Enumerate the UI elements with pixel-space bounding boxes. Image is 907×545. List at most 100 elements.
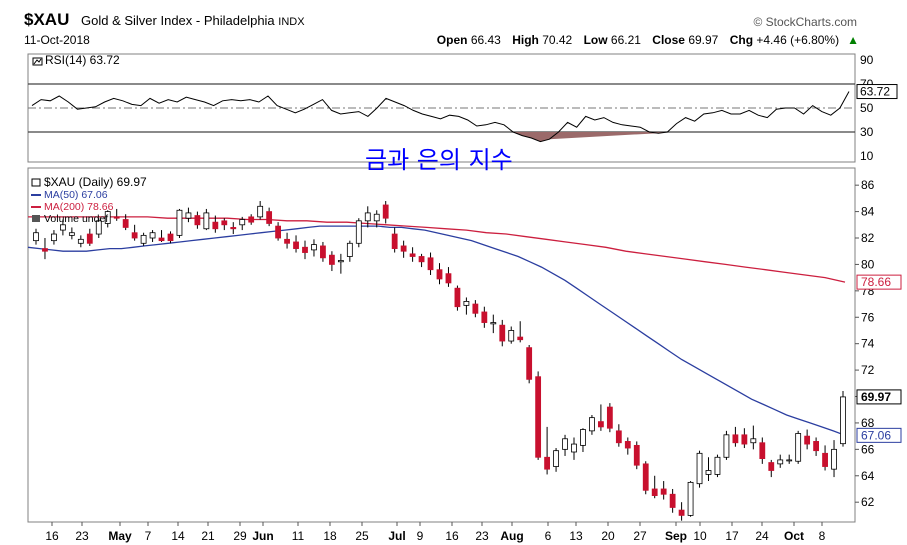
- candle-body: [481, 311, 488, 323]
- candle: [759, 437, 766, 464]
- candle-body: [284, 238, 290, 244]
- candle: [723, 430, 730, 460]
- legend-entry: $XAU (Daily) 69.97: [44, 175, 147, 189]
- candle-body: [633, 444, 640, 466]
- candle-body: [732, 434, 739, 444]
- candle-body: [113, 216, 120, 219]
- candle-body: [42, 248, 48, 252]
- candle: [266, 207, 273, 227]
- low-value: 66.21: [610, 33, 641, 47]
- rsi-y-tick: 30: [860, 125, 874, 139]
- price-badge-text: 69.97: [861, 390, 891, 404]
- candle-body: [257, 205, 264, 218]
- candle: [660, 481, 667, 500]
- brand-link[interactable]: © StockCharts.com: [753, 15, 857, 29]
- chg-value: +4.46 (+6.80%): [756, 33, 840, 47]
- x-tick: 9: [417, 529, 424, 543]
- candle: [51, 230, 57, 245]
- candle-body: [194, 215, 201, 226]
- price-badge: [856, 274, 902, 290]
- price-y-tick: 66: [861, 442, 875, 456]
- candle-body: [346, 242, 353, 257]
- candle: [499, 319, 506, 347]
- price-panel-frame: [27, 167, 856, 523]
- candle-body: [275, 225, 282, 239]
- candle-body: [750, 438, 757, 444]
- exchange: INDX: [278, 16, 305, 28]
- overlay-caption: 금과 은의 지수: [365, 146, 513, 174]
- candle-body: [320, 245, 326, 259]
- candle-body: [158, 237, 165, 242]
- candle-body: [33, 232, 39, 242]
- candle-body: [391, 233, 398, 249]
- index-title: Gold & Silver Index - Philadelphia: [81, 13, 275, 28]
- volume-legend-icon: [32, 215, 40, 222]
- candle: [490, 314, 497, 334]
- candle: [535, 371, 542, 460]
- candle-body: [777, 459, 784, 465]
- x-tick: 27: [633, 529, 647, 543]
- candle-body: [571, 443, 577, 453]
- rsi-y-tick: 90: [860, 53, 874, 67]
- ma-line-1: [28, 216, 846, 283]
- candle: [615, 424, 622, 447]
- price-y-tick: 72: [861, 363, 875, 377]
- candle: [167, 231, 174, 244]
- candle: [149, 230, 156, 242]
- candle-body: [831, 448, 837, 470]
- ohlc-readout: Open 66.43 High 70.42 Low 66.21 Close 69…: [437, 33, 859, 47]
- rsi-y-tick: 50: [860, 101, 874, 115]
- candle-body: [714, 456, 721, 475]
- candle: [185, 207, 192, 223]
- price-y-tick: 86: [861, 178, 875, 192]
- legend-entry: Volume undef: [44, 213, 108, 225]
- up-arrow-icon: ▲: [847, 33, 859, 47]
- candle: [239, 216, 246, 231]
- candle: [257, 201, 264, 220]
- candle: [804, 429, 811, 450]
- candle-body: [454, 287, 461, 308]
- candle: [562, 434, 568, 456]
- chg-label: Chg: [729, 33, 754, 47]
- candle: [481, 306, 488, 328]
- candle: [705, 457, 712, 482]
- candle: [391, 227, 398, 253]
- candle-body: [490, 322, 497, 325]
- price-badge-text: 78.66: [861, 275, 891, 289]
- candle-body: [705, 470, 712, 475]
- candle-body: [436, 269, 443, 280]
- candle: [382, 201, 389, 224]
- x-tick: 17: [725, 529, 739, 543]
- x-tick: 14: [171, 529, 185, 543]
- x-tick: 6: [545, 529, 552, 543]
- candle: [176, 208, 183, 239]
- candle-body: [562, 438, 568, 450]
- candle: [104, 210, 111, 228]
- price-badge-box: [856, 274, 902, 290]
- x-tick: 11: [292, 529, 305, 543]
- open-label: Open: [436, 33, 468, 47]
- candle: [786, 454, 793, 464]
- x-tick: 20: [601, 529, 615, 543]
- candle-body: [840, 396, 846, 445]
- candle-body: [95, 220, 102, 235]
- candle: [436, 263, 443, 285]
- candle: [60, 219, 66, 236]
- candle-body: [535, 376, 542, 458]
- x-tick: 7: [145, 529, 152, 543]
- candle-body: [409, 253, 416, 257]
- candle: [571, 437, 577, 460]
- candle-body: [149, 232, 156, 239]
- candle-body: [786, 459, 793, 462]
- candle: [373, 210, 380, 228]
- candle: [68, 227, 75, 240]
- rsi-oversold-fill: [513, 132, 668, 142]
- rsi-legend: [32, 57, 43, 66]
- candle: [311, 239, 317, 257]
- price-badge-box: [856, 427, 902, 443]
- candle-body: [598, 421, 604, 428]
- x-tick: Jul: [388, 529, 405, 543]
- rsi-y-tick: 10: [860, 149, 874, 163]
- candle-legend-icon: [31, 178, 41, 187]
- candle: [589, 415, 595, 435]
